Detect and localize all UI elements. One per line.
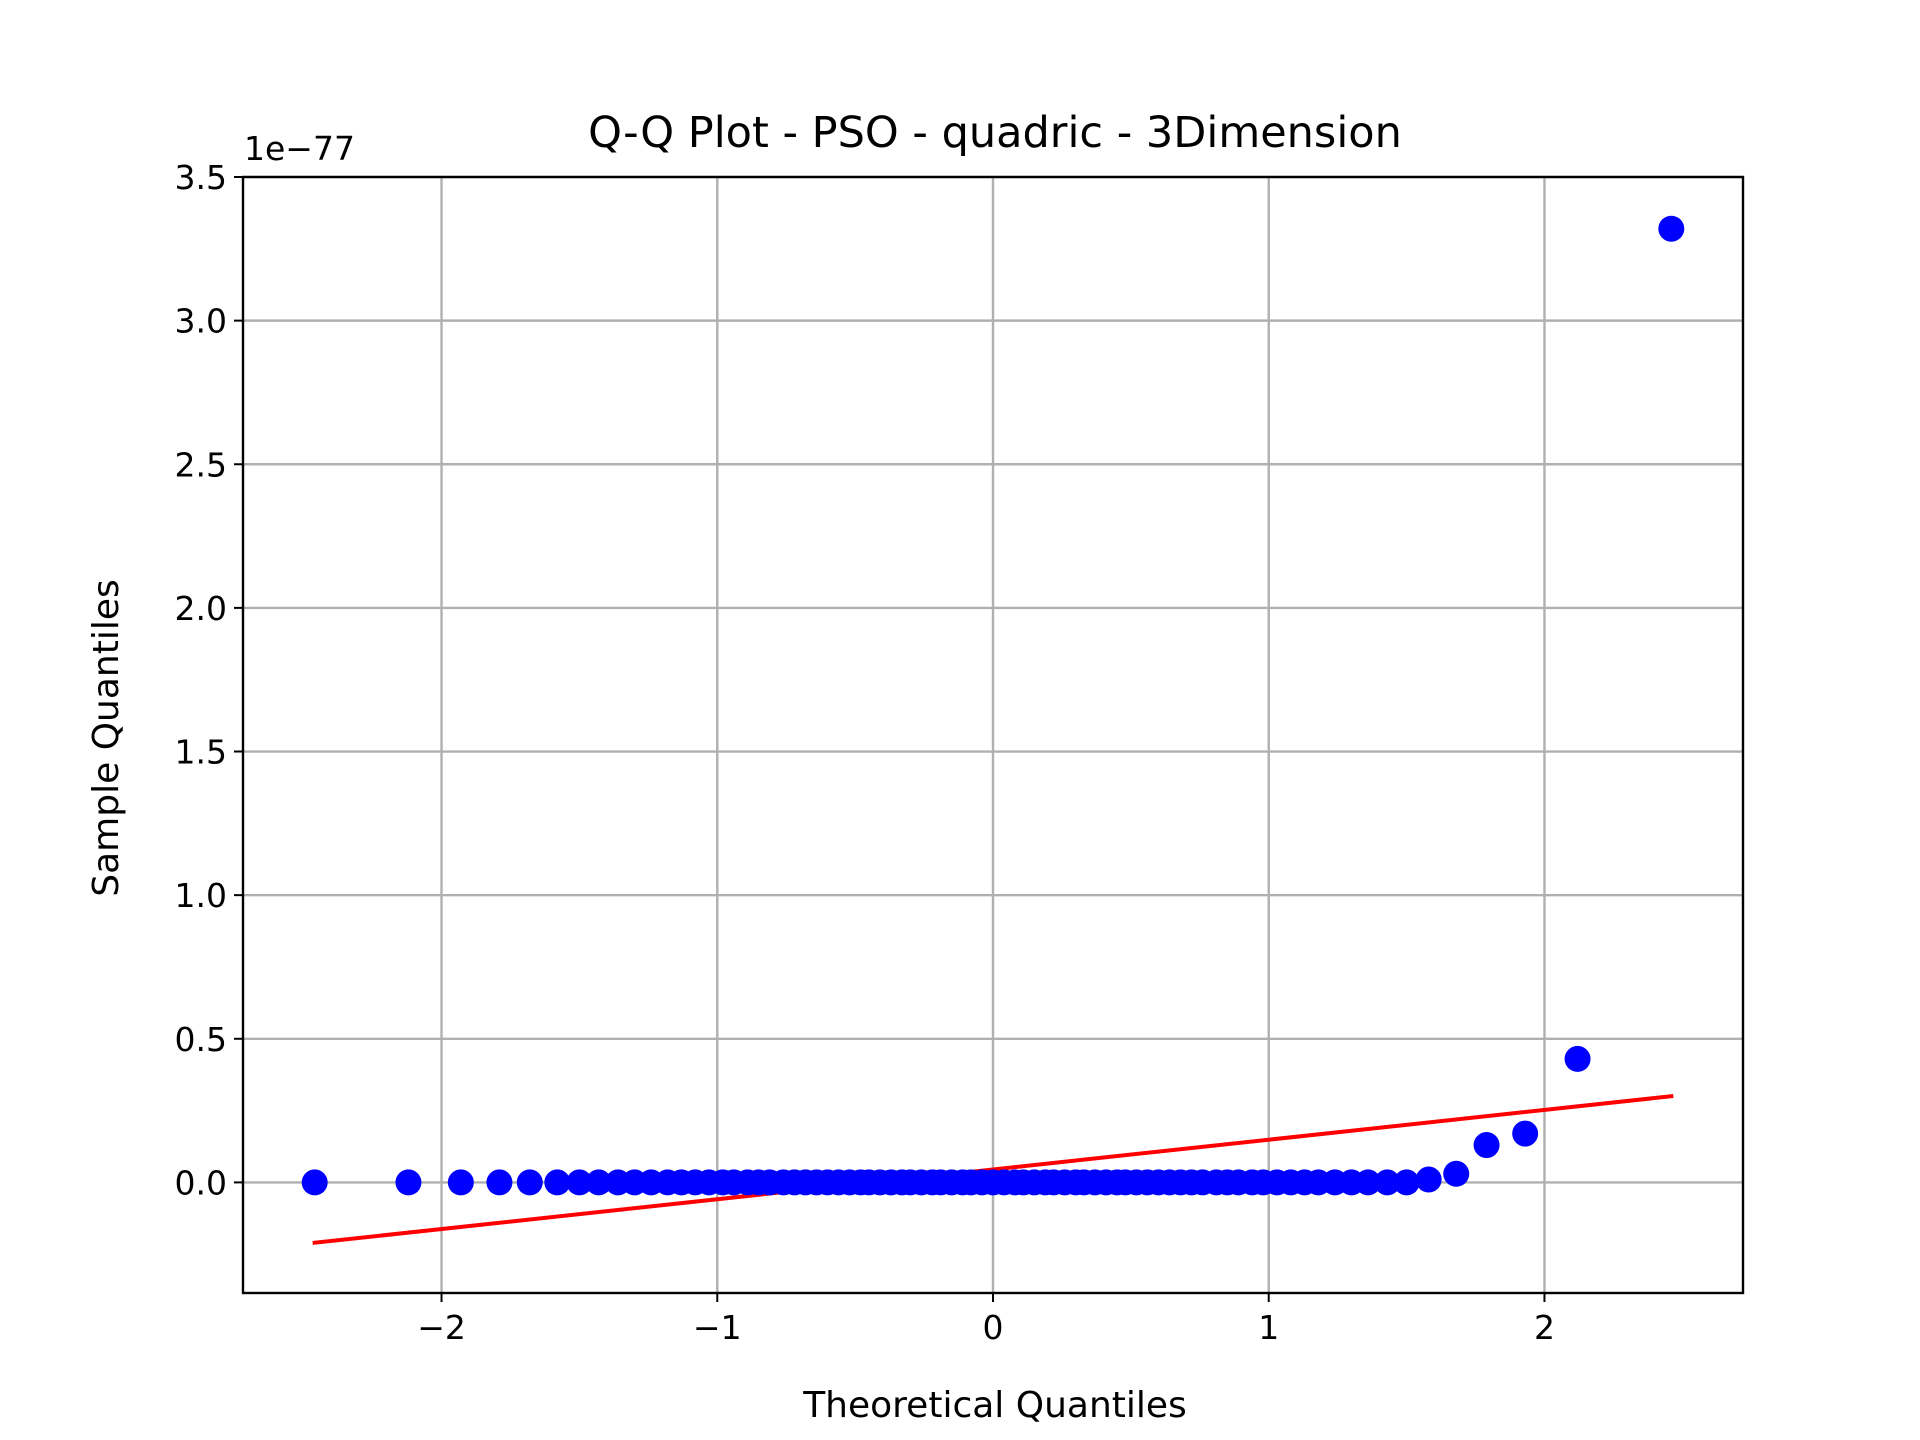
data-point <box>1473 1132 1500 1159</box>
data-point <box>1393 1169 1420 1196</box>
y-axis-offset-label: 1e−77 <box>244 129 355 168</box>
data-point <box>544 1169 571 1196</box>
x-tick-label: −2 <box>417 1308 466 1347</box>
data-point <box>1415 1166 1442 1193</box>
x-tick-label: 2 <box>1534 1308 1555 1347</box>
x-tick-label: 0 <box>983 1308 1004 1347</box>
y-tick-label: 1.0 <box>175 876 227 915</box>
data-point <box>1443 1160 1470 1187</box>
y-tick-label: 3.5 <box>175 158 227 197</box>
x-axis-ticks: −2 −1 0 1 2 <box>417 1293 1555 1347</box>
y-axis-ticks: 0.0 0.5 1.0 1.5 2.0 2.5 3.0 3.5 <box>175 158 243 1202</box>
data-point <box>1658 215 1685 242</box>
data-point <box>486 1169 513 1196</box>
data-point <box>1355 1169 1381 1196</box>
data-point <box>301 1169 328 1196</box>
y-tick-label: 0.5 <box>175 1020 227 1059</box>
data-point <box>1512 1120 1539 1147</box>
y-axis-title: Sample Quantiles <box>86 579 127 896</box>
data-point <box>566 1169 593 1196</box>
data-point <box>1564 1045 1591 1072</box>
data-point <box>1374 1169 1401 1196</box>
y-tick-label: 1.5 <box>175 733 227 772</box>
x-axis-title: Theoretical Quantiles <box>802 1385 1187 1426</box>
data-point <box>395 1169 422 1196</box>
chart-title: Q-Q Plot - PSO - quadric - 3Dimension <box>588 108 1402 158</box>
y-tick-label: 3.0 <box>175 302 227 341</box>
data-point <box>447 1169 474 1196</box>
y-tick-label: 2.0 <box>175 589 227 628</box>
y-tick-label: 0.0 <box>175 1163 227 1202</box>
y-tick-label: 2.5 <box>175 445 227 484</box>
data-points-layer <box>301 215 1685 1196</box>
x-tick-label: −1 <box>693 1308 742 1347</box>
x-tick-label: 1 <box>1258 1308 1279 1347</box>
data-point <box>516 1169 543 1196</box>
data-point <box>585 1169 612 1196</box>
